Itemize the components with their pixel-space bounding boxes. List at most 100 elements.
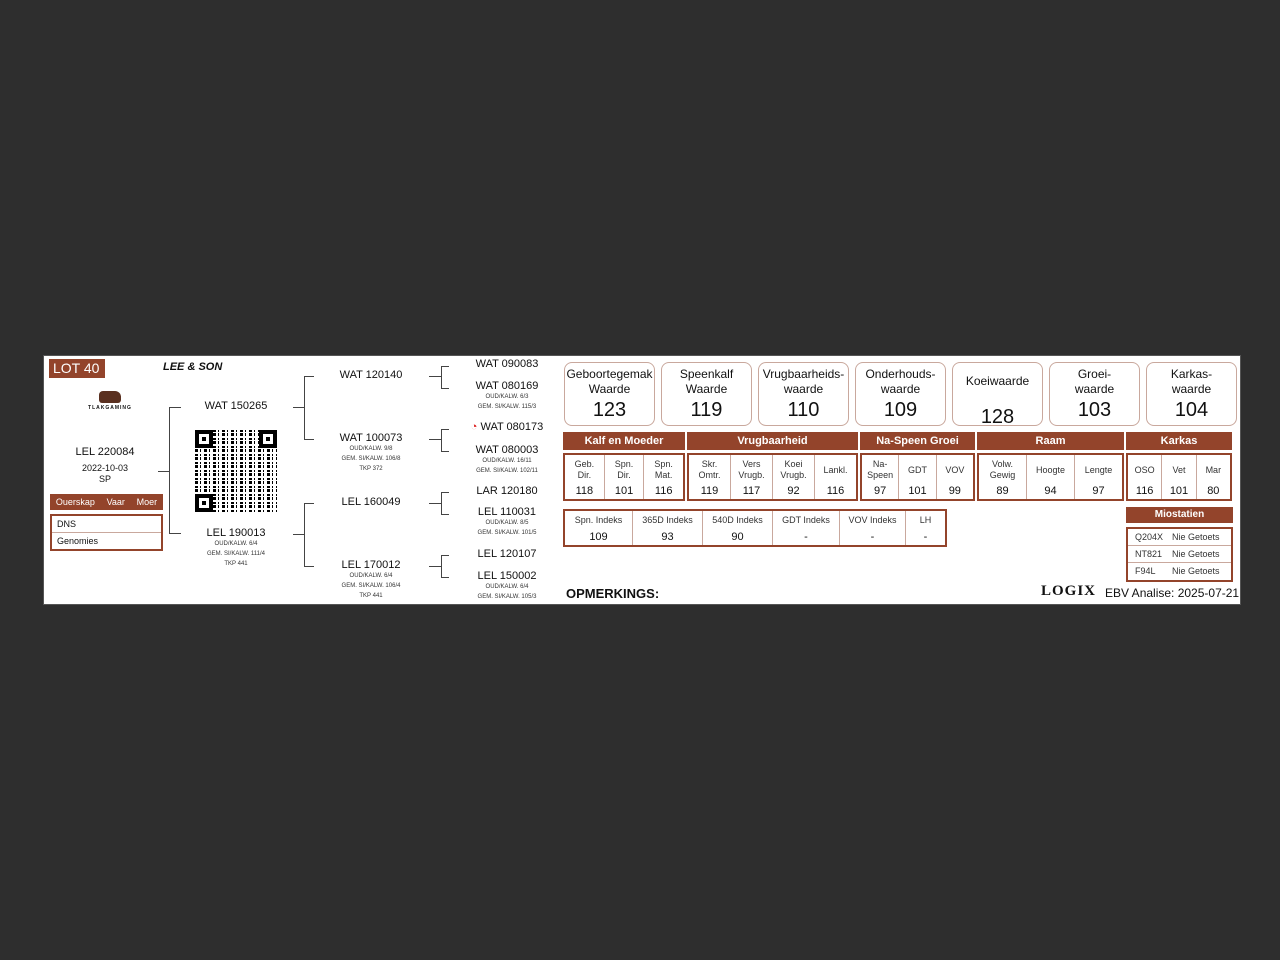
value-number: 128	[980, 406, 1015, 428]
category-values: Na- Speen 97 GDT 101 VOV 99	[860, 453, 975, 501]
sdd-line: OUD/KALW. 16/11	[482, 458, 532, 464]
value-label: Speenkalf	[679, 367, 734, 381]
sds-id-text: WAT 080173	[480, 421, 544, 433]
myostatin-row: F94L Nie Getoets	[1128, 563, 1231, 580]
myostatin-gene: NT821	[1135, 549, 1163, 559]
sd-line: OUD/KALW. 9/8	[349, 446, 393, 452]
value-label: Karkas-	[1170, 367, 1213, 381]
ebv-value: 117	[742, 485, 761, 497]
sdd-line: GEM. SI/KALW. 102/11	[476, 468, 538, 474]
ebv-value: 80	[1207, 485, 1220, 497]
parentage-label: Ouerskap	[55, 497, 95, 507]
category-values: Volw. Gewig 89 Hoogte 94 Lengte 97	[977, 453, 1124, 501]
ebv-value: 97	[874, 485, 887, 497]
ebv-label: Lankl.	[823, 464, 848, 475]
ebv-value: 118	[575, 485, 594, 497]
ds-id: LEL 160049	[341, 496, 401, 508]
ebv-cell: Hoogte 94	[1027, 455, 1075, 499]
birth-date: 2022-10-03	[81, 463, 129, 473]
value-label: waarde	[783, 382, 824, 396]
value-number: 103	[1077, 399, 1112, 421]
lot-badge: LOT 40	[49, 359, 105, 378]
value-label: waarde	[1074, 382, 1115, 396]
ddd-info: LEL 150002 OUD/KALW. 6/4 GEM. SI/KALW. 105…	[478, 570, 537, 602]
value-label: Groei-	[1077, 367, 1112, 381]
dam-id: LEL 190013	[206, 527, 266, 539]
ebv-label: Skr. Omtr.	[698, 459, 721, 480]
certified-sire-icon: ◔	[470, 421, 478, 433]
index-table: Spn. Indeks 109 365D Indeks 93 540D Indeks 90…	[563, 509, 947, 547]
dd-info: LEL 170012 OUD/KALW. 6/4 GEM. SI/KALW. 106…	[342, 559, 401, 601]
index-cell: 365D Indeks 93	[633, 511, 703, 545]
ssd-id: WAT 080169	[475, 380, 539, 392]
qr-code[interactable]	[195, 430, 277, 512]
dam-line: GEM. SI/KALW. 111/4	[206, 551, 266, 557]
value-number: 123	[592, 399, 627, 421]
ebv-value: 101	[614, 485, 634, 497]
value-box: Onderhouds-waarde 109	[855, 362, 946, 426]
parentage-table: DNS Genomies	[50, 514, 163, 551]
logix-logo: LOGIX	[1041, 583, 1097, 599]
ebv-cell: Vet 101	[1162, 455, 1197, 499]
breeder-name: LEE & SON	[163, 361, 223, 373]
ebv-label: Lengte	[1084, 464, 1113, 475]
sex: SP	[98, 474, 112, 484]
ebv-value: 94	[1044, 485, 1057, 497]
sdd-id: WAT 080003	[475, 444, 539, 456]
bull-icon	[99, 391, 121, 403]
ssd-line: GEM. SI/KALW. 115/3	[477, 404, 537, 410]
value-label: Onderhouds-	[865, 367, 936, 381]
ebv-value: 119	[700, 485, 719, 497]
index-cell: LH -	[906, 511, 945, 545]
category-values: Geb. Dir. 118 Spn. Dir. 101 Spn. Mat. 116	[563, 453, 685, 501]
analysis-date: EBV Analise: 2025-07-21	[1105, 586, 1240, 600]
ebv-cell: Na- Speen 97	[862, 455, 900, 499]
ss-id: WAT 120140	[339, 369, 403, 381]
category-values: Skr. Omtr. 119 Vers Vrugb. 117 Koei Vrugb. 92…	[687, 453, 858, 501]
dd-line: GEM. SI/KALW. 106/4	[341, 583, 401, 589]
index-label: Spn. Indeks	[574, 514, 623, 525]
value-label: Koeiwaarde	[965, 374, 1030, 388]
parentage-header: Ouerskap Vaar Moer	[50, 494, 163, 510]
ebv-cell: Spn. Dir. 101	[605, 455, 645, 499]
breeder-logo: TLAKGAMING	[79, 391, 141, 431]
ebv-label: Spn. Mat.	[654, 459, 673, 480]
ebv-label: Vers Vrugb.	[738, 459, 765, 480]
dsd-line: OUD/KALW. 8/5	[485, 520, 529, 526]
dd-line: OUD/KALW. 6/4	[349, 573, 393, 579]
index-cell: 540D Indeks 90	[703, 511, 773, 545]
value-label: Waarde	[685, 382, 728, 396]
index-cell: GDT Indeks -	[773, 511, 840, 545]
category-header: Karkas	[1126, 432, 1232, 450]
sss-id: WAT 090083	[475, 358, 539, 370]
value-label	[953, 389, 1042, 404]
index-label: 365D Indeks	[642, 514, 693, 525]
ebv-label: Volw. Gewig	[989, 459, 1016, 480]
index-value: 90	[731, 531, 744, 543]
myostatin-result: Nie Getoets	[1172, 532, 1220, 542]
myostatin-gene: F94L	[1135, 566, 1156, 576]
ebv-label: Vet	[1172, 464, 1186, 475]
value-box: Vrugbaarheids-waarde 110	[758, 362, 849, 426]
ebv-cell: Vers Vrugb. 117	[731, 455, 773, 499]
sd-line: TKP 372	[359, 466, 383, 472]
ddd-line: GEM. SI/KALW. 105/3	[477, 594, 537, 600]
ebv-label: Koei Vrugb.	[780, 459, 807, 480]
dsd-line: GEM. SI/KALW. 101/5	[477, 530, 537, 536]
ebv-cell: Spn. Mat. 116	[644, 455, 683, 499]
ebv-value: 97	[1092, 485, 1105, 497]
category-header: Raam	[977, 432, 1124, 450]
ebv-value: 101	[1169, 485, 1189, 497]
myostatin-result: Nie Getoets	[1172, 566, 1220, 576]
value-number: 109	[883, 399, 918, 421]
ebv-cell: Koei Vrugb. 92	[773, 455, 815, 499]
sire-label: Vaar	[106, 497, 125, 507]
ebv-value: 99	[948, 485, 961, 497]
ebv-label: Mar	[1205, 464, 1222, 475]
ebv-label: Na- Speen	[867, 459, 894, 480]
value-box: Groei-waarde 103	[1049, 362, 1140, 426]
ebv-label: Geb. Dir.	[574, 459, 595, 480]
index-label: VOV Indeks	[848, 514, 897, 525]
dam-line: TKP 441	[224, 561, 248, 567]
ebv-value: 116	[826, 485, 845, 497]
